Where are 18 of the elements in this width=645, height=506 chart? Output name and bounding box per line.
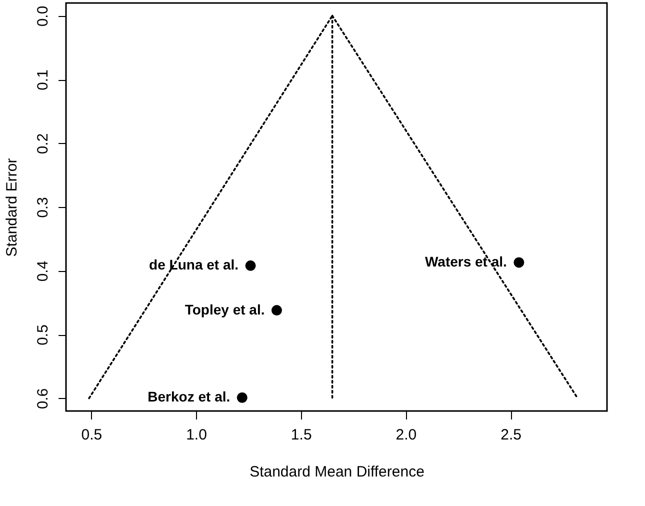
series-label: Topley et al.	[184, 301, 265, 318]
series-label: Berkoz et al.	[148, 388, 230, 405]
y-tick-label: 0.3	[34, 197, 52, 218]
x-tick-label: 0.5	[81, 426, 102, 444]
y-tick-label: 0.4	[34, 260, 52, 282]
series-label: Waters et al.	[424, 253, 507, 270]
x-tick-label: 2.0	[396, 426, 417, 444]
series-label: de Luna et al.	[149, 256, 239, 273]
y-tick-label: 0.6	[34, 388, 52, 410]
x-tick-label: 1.5	[290, 426, 312, 444]
y-tick-label: 0.5	[34, 324, 52, 346]
y-axis-title: Standard Error	[4, 158, 20, 257]
y-tick-label: 0.0	[34, 6, 52, 27]
y-tick-label: 0.2	[34, 133, 52, 154]
y-tick-label: 0.1	[34, 70, 52, 90]
x-tick-label: 1.0	[186, 426, 207, 444]
x-tick-label: 2.5	[500, 426, 522, 444]
x-axis-title: Standard Mean Difference	[250, 464, 424, 480]
